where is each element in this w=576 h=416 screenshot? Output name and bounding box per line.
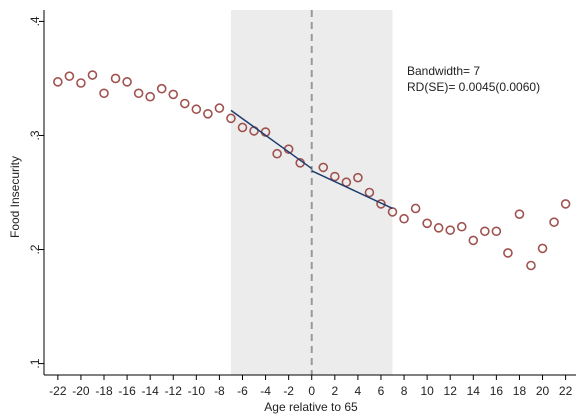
x-tick-label: -16 bbox=[118, 384, 136, 398]
x-tick-label: -18 bbox=[95, 384, 113, 398]
data-point bbox=[76, 78, 86, 88]
data-point bbox=[179, 98, 190, 109]
data-point bbox=[491, 226, 502, 237]
y-tick-label: .2 bbox=[28, 244, 42, 254]
data-point bbox=[376, 199, 386, 209]
data-point bbox=[456, 221, 467, 232]
y-tick-label: .1 bbox=[28, 358, 42, 368]
x-tick-label: -8 bbox=[214, 384, 225, 398]
x-axis-label: Age relative to 65 bbox=[264, 400, 358, 414]
data-point bbox=[122, 77, 132, 87]
x-tick-label: -4 bbox=[260, 384, 271, 398]
data-point bbox=[353, 172, 363, 183]
data-point bbox=[214, 103, 225, 113]
x-tick-label: 12 bbox=[444, 384, 458, 398]
fit-line bbox=[311, 170, 393, 210]
x-tick-label: -22 bbox=[49, 384, 67, 398]
data-point bbox=[399, 213, 409, 224]
data-point bbox=[272, 148, 282, 159]
data-point bbox=[445, 225, 456, 235]
data-point bbox=[99, 88, 109, 99]
data-point bbox=[330, 171, 340, 182]
y-tick-label: .3 bbox=[28, 130, 42, 140]
x-tick-label: 22 bbox=[559, 384, 573, 398]
x-tick-label: -20 bbox=[72, 384, 90, 398]
x-tick-label: 0 bbox=[308, 384, 315, 398]
annotation: Bandwidth= 7 bbox=[407, 64, 480, 78]
data-point bbox=[226, 113, 236, 124]
data-point bbox=[433, 223, 444, 233]
data-point bbox=[133, 88, 144, 99]
data-point bbox=[364, 187, 375, 198]
x-tick-label: -2 bbox=[283, 384, 294, 398]
data-point bbox=[110, 73, 121, 84]
data-point bbox=[64, 71, 75, 81]
x-tick-label: 14 bbox=[467, 384, 481, 398]
x-tick-label: 16 bbox=[490, 384, 504, 398]
data-point bbox=[549, 217, 559, 227]
data-point bbox=[145, 91, 155, 102]
data-point bbox=[237, 122, 248, 133]
x-tick-label: -12 bbox=[165, 384, 183, 398]
data-point bbox=[537, 243, 548, 254]
data-point bbox=[53, 77, 63, 87]
data-point bbox=[318, 162, 329, 173]
data-point bbox=[410, 203, 421, 214]
x-tick-label: -14 bbox=[141, 384, 159, 398]
x-tick-label: -10 bbox=[188, 384, 206, 398]
x-tick-label: 8 bbox=[401, 384, 408, 398]
data-point bbox=[526, 260, 536, 271]
x-tick-label: 10 bbox=[420, 384, 434, 398]
x-tick-label: 18 bbox=[513, 384, 527, 398]
data-point bbox=[560, 199, 571, 209]
data-point bbox=[480, 226, 490, 237]
annotation: RD(SE)= 0.0045(0.0060) bbox=[407, 80, 540, 94]
data-point bbox=[203, 108, 213, 119]
data-point bbox=[168, 89, 179, 100]
x-tick-label: 2 bbox=[331, 384, 338, 398]
y-axis-label: Food Insecurity bbox=[8, 156, 22, 238]
data-point bbox=[191, 104, 202, 115]
x-tick-label: 4 bbox=[355, 384, 362, 398]
data-point bbox=[156, 83, 167, 94]
data-point bbox=[468, 235, 479, 246]
fit-line bbox=[230, 109, 313, 170]
data-point bbox=[87, 70, 98, 80]
data-point bbox=[514, 209, 525, 219]
data-point bbox=[503, 248, 513, 258]
y-tick-label: .4 bbox=[28, 16, 42, 26]
x-tick-label: -6 bbox=[237, 384, 248, 398]
data-point bbox=[422, 218, 432, 229]
x-tick-label: 20 bbox=[536, 384, 550, 398]
x-tick-label: 6 bbox=[378, 384, 385, 398]
